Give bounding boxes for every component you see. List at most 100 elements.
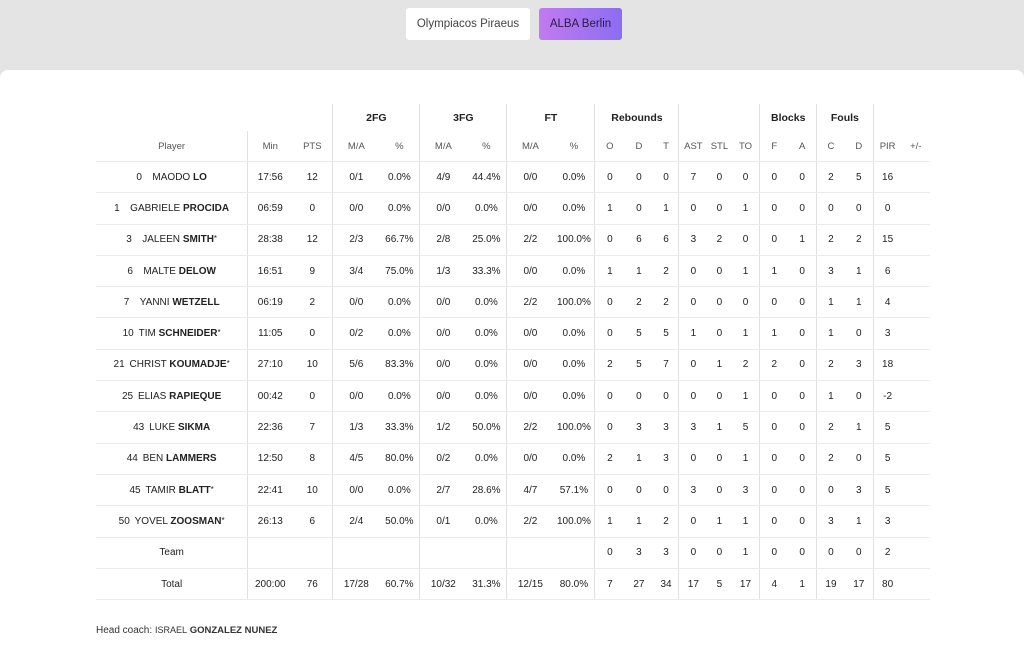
cell-turnovers: 1 <box>731 443 760 475</box>
cell-reb-total: 34 <box>653 568 679 601</box>
col-reb-o[interactable]: O <box>594 131 625 162</box>
cell-ft-pct: 100.0% <box>553 224 595 256</box>
col-reb-t[interactable]: T <box>653 131 679 162</box>
cell-points: 7 <box>292 411 333 444</box>
table-row[interactable]: 0 MAODO LO 17:56 12 0/1 0.0% 4/9 44.4% 0/0 0.0% 0 0… <box>96 161 930 194</box>
cell-fouls-drawn: 0 <box>844 317 874 350</box>
col-3fg-pct[interactable]: % <box>466 131 507 162</box>
player-name-cell[interactable]: 10 TIM SCHNEIDER* <box>96 317 248 350</box>
cell-reb-total: 1 <box>653 192 679 225</box>
player-name-cell[interactable]: 0 MAODO LO <box>96 161 248 194</box>
starter-marker: * <box>221 515 225 525</box>
team-tab-home[interactable]: Olympiacos Piraeus <box>406 8 530 40</box>
player-name-cell[interactable]: 21 CHRIST KOUMADJE* <box>96 349 248 382</box>
col-foul-d[interactable]: D <box>844 131 874 162</box>
player-name-cell[interactable]: 44 BEN LAMMERS <box>96 443 248 475</box>
cell-pir: 2 <box>872 537 902 569</box>
cell-assists: 3 <box>678 224 708 256</box>
cell-2fg-pct: 0.0% <box>379 474 420 507</box>
player-last-name: SIKMA <box>177 422 211 434</box>
table-row[interactable]: 50 YOVEL ZOOSMAN* 26:13 6 2/4 50.0% 0/1 0.0% 2/2… <box>96 505 930 538</box>
cell-assists: 7 <box>678 161 708 194</box>
cell-ft-made-attempted: 2/2 <box>506 505 554 538</box>
player-name-cell[interactable]: 25 ELIAS RAPIEQUE <box>96 380 248 413</box>
col-reb-d[interactable]: D <box>624 131 654 162</box>
cell-ft-made-attempted: 0/0 <box>506 443 554 475</box>
cell-3fg-pct: 44.4% <box>466 161 507 194</box>
col-foul-c[interactable]: C <box>816 131 845 162</box>
col-player[interactable]: Player <box>96 131 248 162</box>
cell-fouls-drawn: 0 <box>844 537 874 569</box>
cell-ft-made-attempted: 0/0 <box>506 255 554 288</box>
cell-fouls-committed: 0 <box>816 537 845 569</box>
player-name-cell[interactable]: 50 YOVEL ZOOSMAN* <box>96 505 248 538</box>
table-row[interactable]: 6 MALTE DELOW 16:51 9 3/4 75.0% 1/3 33.3% 0/0 0.0… <box>96 255 930 288</box>
cell-blocks-against: 1 <box>788 568 817 601</box>
cell-blocks-against: 0 <box>788 537 817 569</box>
cell-reb-defensive: 1 <box>624 443 654 475</box>
table-row[interactable]: 21 CHRIST KOUMADJE* 27:10 10 5/6 83.3% 0/0 0.0%… <box>96 349 930 382</box>
cell-pir: 5 <box>872 411 902 444</box>
player-first-name: LUKE <box>149 422 176 434</box>
player-name-cell[interactable]: 3 JALEEN SMITH* <box>96 224 248 256</box>
cell-reb-total: 2 <box>653 505 679 538</box>
player-name-cell[interactable]: 45 TAMIR BLATT* <box>96 474 248 507</box>
cell-plus-minus <box>901 474 930 507</box>
cell-2fg-made-attempted: 3/4 <box>332 255 380 288</box>
cell-assists: 1 <box>678 317 708 350</box>
cell-reb-offensive: 0 <box>594 380 625 413</box>
col-ft-ma[interactable]: M/A <box>506 131 554 162</box>
cell-reb-total: 6 <box>653 224 679 256</box>
player-name-cell[interactable]: 43 LUKE SIKMA <box>96 411 248 444</box>
col-pir[interactable]: PIR <box>872 131 902 162</box>
player-first-name: BEN <box>142 453 164 465</box>
table-row[interactable]: 43 LUKE SIKMA 22:36 7 1/3 33.3% 1/2 50.0% 2/2 100… <box>96 411 930 444</box>
cell-fouls-drawn: 1 <box>844 286 874 319</box>
col-ft-pct[interactable]: % <box>553 131 595 162</box>
cell-ft-made-attempted: 4/7 <box>506 474 554 507</box>
cell-pir: 6 <box>872 255 902 288</box>
cell-2fg-pct: 0.0% <box>379 380 420 413</box>
cell-steals: 0 <box>707 474 732 507</box>
cell-reb-defensive: 0 <box>624 380 654 413</box>
team-tab-away-active[interactable]: ALBA Berlin <box>539 8 622 40</box>
cell-2fg-made-attempted: 0/0 <box>332 286 380 319</box>
player-name-cell[interactable]: 1 GABRIELE PROCIDA <box>96 192 248 225</box>
table-row[interactable]: 44 BEN LAMMERS 12:50 8 4/5 80.0% 0/2 0.0% 0/0 0.0… <box>96 443 930 475</box>
cell-2fg-pct: 50.0% <box>379 505 420 538</box>
cell-blocks-for: 4 <box>759 568 789 601</box>
player-name-cell[interactable]: 7 YANNI WETZELL <box>96 286 248 319</box>
col-min[interactable]: Min <box>247 131 293 162</box>
cell-fouls-committed: 2 <box>816 443 845 475</box>
table-row[interactable]: 45 TAMIR BLATT* 22:41 10 0/0 0.0% 2/7 28.6% 4/7 5… <box>96 474 930 507</box>
col-2fg-pct[interactable]: % <box>379 131 420 162</box>
col-to[interactable]: TO <box>731 131 760 162</box>
cell-assists: 0 <box>678 443 708 475</box>
table-row[interactable]: 1 GABRIELE PROCIDA 06:59 0 0/0 0.0% 0/0 0.0% 0/0… <box>96 192 930 225</box>
cell-3fg-pct <box>466 537 507 569</box>
col-3fg-ma[interactable]: M/A <box>419 131 467 162</box>
cell-reb-total: 3 <box>653 443 679 475</box>
jersey-number: 25 <box>121 390 134 402</box>
cell-steals: 0 <box>707 537 732 569</box>
table-row[interactable]: 3 JALEEN SMITH* 28:38 12 2/3 66.7% 2/8 25.0% 2/2… <box>96 224 930 256</box>
player-name-cell[interactable]: 6 MALTE DELOW <box>96 255 248 288</box>
cell-blocks-for: 1 <box>759 255 789 288</box>
cell-turnovers: 1 <box>731 317 760 350</box>
table-row[interactable]: 10 TIM SCHNEIDER* 11:05 0 0/2 0.0% 0/0 0.0% 0/0 0… <box>96 317 930 350</box>
col-pts[interactable]: PTS <box>292 131 333 162</box>
col-blk-a[interactable]: A <box>788 131 817 162</box>
cell-3fg-made-attempted: 1/2 <box>419 411 467 444</box>
cell-plus-minus <box>901 568 930 601</box>
cell-2fg-made-attempted: 2/3 <box>332 224 380 256</box>
cell-plus-minus <box>901 317 930 350</box>
table-row[interactable]: 25 ELIAS RAPIEQUE 00:42 0 0/0 0.0% 0/0 0.0% 0/0 0… <box>96 380 930 413</box>
col-plus-minus[interactable]: +/- <box>901 131 930 162</box>
col-blk-f[interactable]: F <box>759 131 789 162</box>
col-stl[interactable]: STL <box>707 131 732 162</box>
cell-fouls-committed: 1 <box>816 286 845 319</box>
table-row[interactable]: 7 YANNI WETZELL 06:19 2 0/0 0.0% 0/0 0.0% 2/2 100… <box>96 286 930 319</box>
col-ast[interactable]: AST <box>678 131 708 162</box>
cell-fouls-committed: 2 <box>816 349 845 382</box>
col-2fg-ma[interactable]: M/A <box>332 131 380 162</box>
